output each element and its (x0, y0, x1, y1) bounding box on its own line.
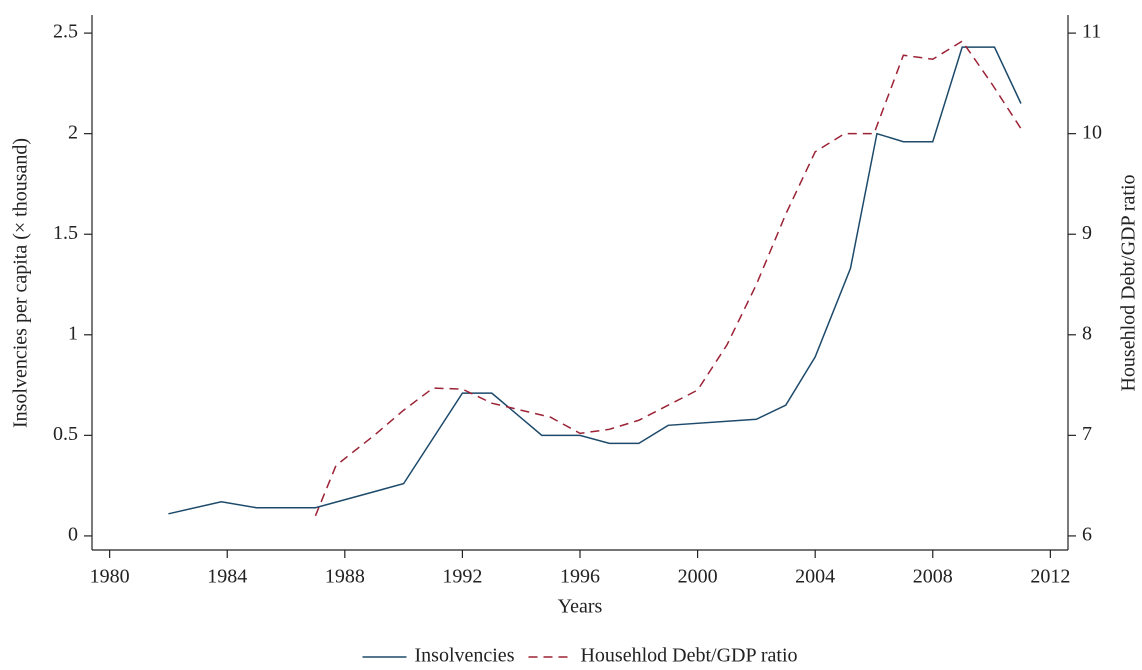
y2-tick-label: 7 (1082, 423, 1092, 445)
y-tick-label: 2 (68, 121, 78, 143)
x-tick-label: 1992 (442, 566, 482, 588)
legend-label: Insolvencies (415, 645, 515, 667)
y2-tick-label: 9 (1082, 222, 1092, 244)
y-tick-label: 2.5 (53, 21, 78, 43)
x-tick-label: 2012 (1030, 566, 1070, 588)
y-tick-label: 0.5 (53, 423, 78, 445)
y2-tick-label: 10 (1082, 121, 1102, 143)
series-line (314, 40, 1022, 517)
y-tick-label: 1 (68, 322, 78, 344)
y2-tick-label: 8 (1082, 322, 1092, 344)
x-tick-label: 1996 (560, 566, 600, 588)
x-axis-title: Years (558, 596, 603, 618)
x-tick-label: 2008 (913, 566, 953, 588)
x-tick-label: 1980 (90, 566, 130, 588)
y2-axis-title: Househlod Debt/GDP ratio (1118, 174, 1140, 391)
y2-tick-label: 6 (1082, 524, 1092, 546)
y-tick-label: 1.5 (53, 222, 78, 244)
y2-tick-label: 11 (1082, 21, 1101, 43)
legend-label: Househlod Debt/GDP ratio (580, 645, 797, 667)
x-tick-label: 2000 (678, 566, 718, 588)
y-tick-label: 0 (68, 524, 78, 546)
x-tick-label: 2004 (795, 566, 835, 588)
x-tick-label: 1984 (207, 566, 247, 588)
series-line (168, 46, 1022, 515)
y-axis-title: Insolvencies per capita (× thousand) (10, 138, 32, 428)
x-tick-label: 1988 (325, 566, 365, 588)
